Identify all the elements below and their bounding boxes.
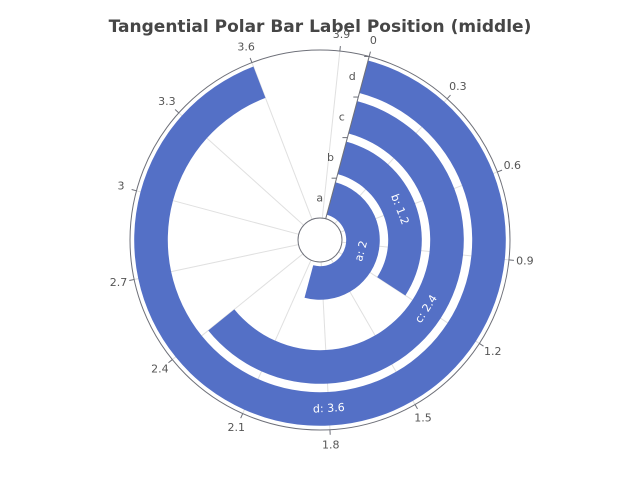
tick-mark (497, 169, 503, 173)
tick-mark (446, 94, 451, 100)
grid-line (321, 50, 341, 219)
value-label: a: 2 (352, 239, 370, 263)
angle-tick-label: 3.3 (158, 95, 176, 108)
angle-tick-label: 0.9 (516, 255, 534, 268)
value-label: d: 3.6 (313, 401, 345, 416)
angle-tick-label: 3.9 (333, 28, 351, 41)
radius-tick-label: d (349, 70, 356, 83)
grid-line (251, 62, 313, 220)
angle-tick-label: 3.6 (237, 41, 255, 54)
inner-circle (297, 217, 343, 263)
angle-tick-label: 0.3 (449, 80, 467, 93)
angle-tick-label: 1.5 (414, 411, 432, 424)
radius-tick-label: c (339, 110, 345, 123)
angle-tick-label: 1.2 (484, 345, 502, 358)
tick-mark (240, 413, 244, 419)
tick-mark (168, 359, 173, 364)
tick-mark (339, 46, 341, 52)
radius-tick-label: b (327, 151, 334, 164)
angle-tick-label: 0.6 (504, 159, 522, 172)
tick-mark (368, 51, 371, 57)
tick-mark (508, 259, 514, 261)
tick-mark (479, 343, 484, 347)
angle-tick-label: 0 (370, 34, 377, 47)
axis-circle (129, 49, 511, 431)
angle-tick-label: 2.7 (110, 276, 128, 289)
chart-title: Tangential Polar Bar Label Position (mid… (109, 17, 532, 37)
tick-mark (414, 404, 418, 410)
angle-tick-label: 1.8 (322, 439, 340, 452)
tick-mark (129, 279, 135, 282)
bar (337, 141, 422, 296)
angle-tick-label: 3 (118, 180, 125, 193)
bar (304, 182, 380, 300)
tick-mark (131, 189, 137, 192)
bar (208, 101, 464, 384)
tick-mark (174, 109, 180, 114)
angle-tick-label: 2.4 (151, 363, 169, 376)
tick-mark (249, 57, 253, 63)
radius-tick-label: a (316, 191, 323, 204)
angle-tick-label: 2.1 (227, 421, 245, 434)
